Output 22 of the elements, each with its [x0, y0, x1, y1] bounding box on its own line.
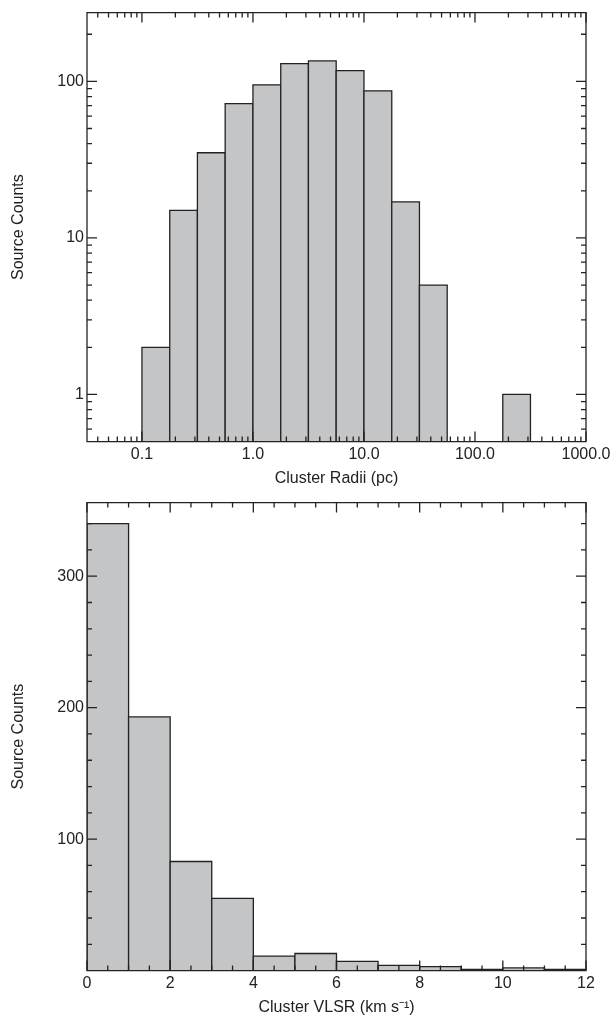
- x-tick-label: 6: [332, 973, 342, 991]
- y-tick-label: 10: [66, 228, 85, 246]
- y-tick-label: 100: [57, 829, 85, 847]
- x-tick-label: 8: [415, 973, 425, 991]
- y-tick-label: 1: [75, 384, 85, 402]
- x-axis-title: Cluster Radii (pc): [274, 468, 399, 486]
- x-tick-label: 100.0: [454, 444, 496, 462]
- y-axis-title: Source Counts: [9, 683, 27, 790]
- x-tick-label: 12: [577, 973, 595, 991]
- x-tick-label: 0: [82, 973, 92, 991]
- x-tick-label: 10: [493, 973, 512, 991]
- y-tick-label: 100: [57, 71, 85, 89]
- y-tick-label: 300: [57, 566, 85, 584]
- x-tick-label: 10.0: [348, 444, 380, 462]
- x-tick-label: 2: [165, 973, 175, 991]
- y-axis-title: Source Counts: [9, 174, 27, 281]
- x-tick-label: 1000.0: [561, 444, 611, 462]
- x-axis-title: Cluster VLSR (km s⁻¹): [258, 997, 415, 1015]
- x-tick-label: 0.1: [130, 444, 154, 462]
- x-tick-label: 4: [248, 973, 258, 991]
- x-tick-label: 1.0: [241, 444, 265, 462]
- y-tick-label: 200: [57, 698, 85, 716]
